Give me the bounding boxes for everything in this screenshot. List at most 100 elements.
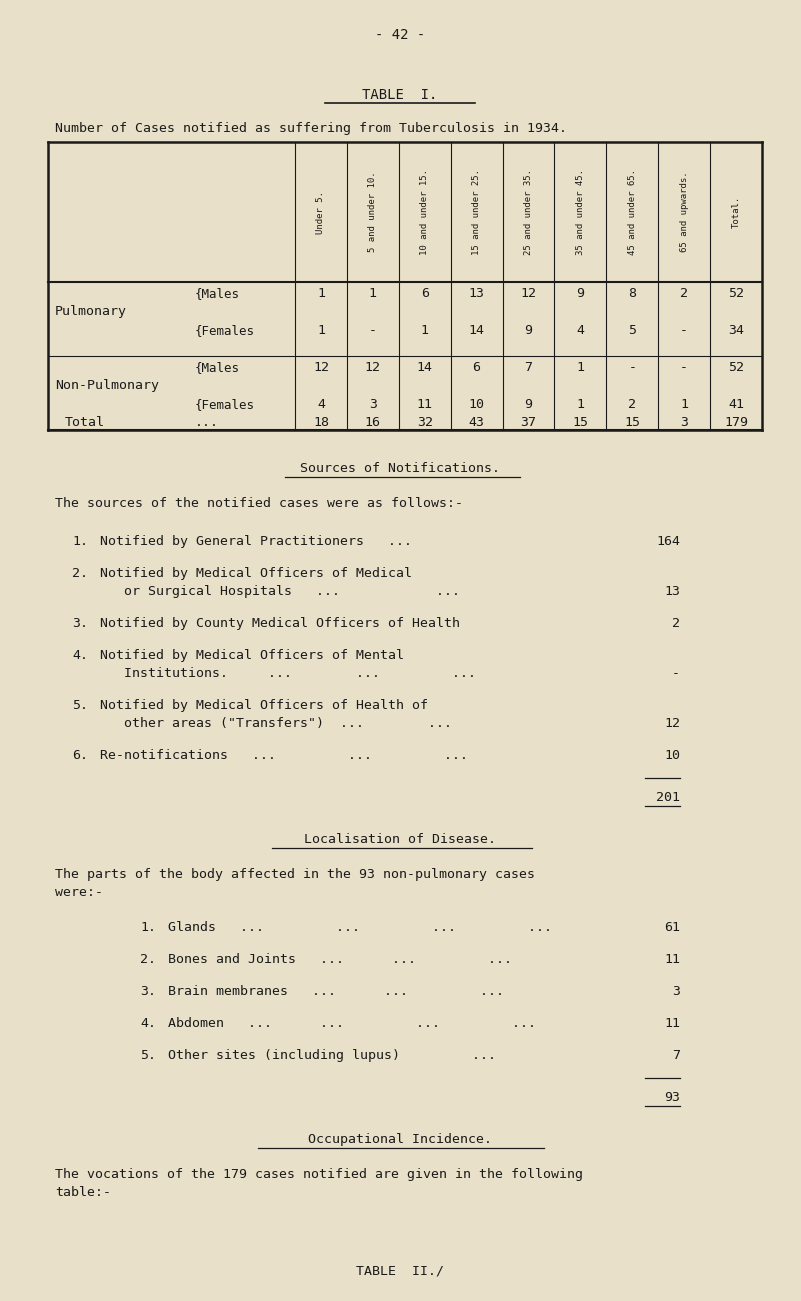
Text: 8: 8: [628, 288, 636, 301]
Text: 1.: 1.: [140, 921, 156, 934]
Text: 6: 6: [473, 360, 481, 373]
Text: 2.: 2.: [140, 954, 156, 967]
Text: Total: Total: [65, 416, 105, 429]
Text: 1: 1: [680, 398, 688, 411]
Text: 179: 179: [724, 416, 748, 429]
Text: ...: ...: [195, 416, 219, 429]
Text: 4.: 4.: [140, 1017, 156, 1030]
Text: 61: 61: [664, 921, 680, 934]
Text: 4.: 4.: [72, 649, 88, 662]
Text: 11: 11: [417, 398, 433, 411]
Text: -: -: [368, 324, 376, 337]
Text: Notified by General Practitioners   ...: Notified by General Practitioners ...: [100, 535, 412, 548]
Text: Notified by Medical Officers of Health of: Notified by Medical Officers of Health o…: [100, 699, 428, 712]
Text: 5 and under 10.: 5 and under 10.: [368, 172, 377, 252]
Text: 41: 41: [728, 398, 744, 411]
Text: Non-Pulmonary: Non-Pulmonary: [55, 380, 159, 393]
Text: 3.: 3.: [72, 617, 88, 630]
Text: 14: 14: [469, 324, 485, 337]
Text: 12: 12: [313, 360, 329, 373]
Text: -: -: [680, 360, 688, 373]
Text: 2: 2: [672, 617, 680, 630]
Text: 34: 34: [728, 324, 744, 337]
Text: 52: 52: [728, 288, 744, 301]
Text: 2.: 2.: [72, 567, 88, 580]
Text: Pulmonary: Pulmonary: [55, 306, 127, 319]
Text: Under 5.: Under 5.: [316, 190, 325, 233]
Text: 10: 10: [664, 749, 680, 762]
Text: -: -: [672, 667, 680, 680]
Text: -: -: [628, 360, 636, 373]
Text: 11: 11: [664, 1017, 680, 1030]
Text: table:-: table:-: [55, 1187, 111, 1200]
Text: Notified by County Medical Officers of Health: Notified by County Medical Officers of H…: [100, 617, 460, 630]
Text: 12: 12: [521, 288, 537, 301]
Text: 15: 15: [573, 416, 589, 429]
Text: Total.: Total.: [731, 196, 741, 228]
Text: {Females: {Females: [195, 398, 255, 411]
Text: TABLE  II./: TABLE II./: [356, 1265, 444, 1278]
Text: {Females: {Females: [195, 324, 255, 337]
Text: other areas ("Transfers")  ...        ...: other areas ("Transfers") ... ...: [100, 717, 452, 730]
Text: 9: 9: [525, 324, 533, 337]
Text: 1.: 1.: [72, 535, 88, 548]
Text: were:-: were:-: [55, 886, 103, 899]
Text: TABLE  I.: TABLE I.: [362, 88, 437, 101]
Text: 3: 3: [672, 985, 680, 998]
Text: 18: 18: [313, 416, 329, 429]
Text: 5: 5: [628, 324, 636, 337]
Text: 37: 37: [521, 416, 537, 429]
Text: Glands   ...         ...         ...         ...: Glands ... ... ... ...: [168, 921, 552, 934]
Text: 15: 15: [624, 416, 640, 429]
Text: 45 and under 65.: 45 and under 65.: [628, 169, 637, 255]
Text: 5.: 5.: [140, 1049, 156, 1062]
Text: 201: 201: [656, 791, 680, 804]
Text: The parts of the body affected in the 93 non-pulmonary cases: The parts of the body affected in the 93…: [55, 868, 535, 881]
Text: 4: 4: [317, 398, 325, 411]
Text: 43: 43: [469, 416, 485, 429]
Text: 4: 4: [577, 324, 585, 337]
Text: Institutions.     ...        ...         ...: Institutions. ... ... ...: [100, 667, 476, 680]
Text: 6.: 6.: [72, 749, 88, 762]
Text: Notified by Medical Officers of Mental: Notified by Medical Officers of Mental: [100, 649, 404, 662]
Text: 164: 164: [656, 535, 680, 548]
Text: 35 and under 45.: 35 and under 45.: [576, 169, 585, 255]
Text: 52: 52: [728, 360, 744, 373]
Text: 7: 7: [525, 360, 533, 373]
Text: The sources of the notified cases were as follows:-: The sources of the notified cases were a…: [55, 497, 463, 510]
Text: 1: 1: [421, 324, 429, 337]
Text: 1: 1: [317, 324, 325, 337]
Text: 16: 16: [364, 416, 380, 429]
Text: Re-notifications   ...         ...         ...: Re-notifications ... ... ...: [100, 749, 468, 762]
Text: 25 and under 35.: 25 and under 35.: [524, 169, 533, 255]
Text: 15 and under 25.: 15 and under 25.: [472, 169, 481, 255]
Text: 14: 14: [417, 360, 433, 373]
Text: Other sites (including lupus)         ...: Other sites (including lupus) ...: [168, 1049, 496, 1062]
Text: 1: 1: [577, 398, 585, 411]
Text: 10: 10: [469, 398, 485, 411]
Text: 3: 3: [368, 398, 376, 411]
Text: {Males: {Males: [195, 360, 240, 373]
Text: 3: 3: [680, 416, 688, 429]
Text: -: -: [680, 324, 688, 337]
Text: Occupational Incidence.: Occupational Incidence.: [308, 1133, 492, 1146]
Text: 6: 6: [421, 288, 429, 301]
Text: 2: 2: [680, 288, 688, 301]
Text: 13: 13: [664, 585, 680, 598]
Text: - 42 -: - 42 -: [375, 29, 425, 42]
Text: Localisation of Disease.: Localisation of Disease.: [304, 833, 496, 846]
Text: 5.: 5.: [72, 699, 88, 712]
Text: 12: 12: [664, 717, 680, 730]
Text: 1: 1: [577, 360, 585, 373]
Text: 11: 11: [664, 954, 680, 967]
Text: {Males: {Males: [195, 288, 240, 301]
Text: 9: 9: [577, 288, 585, 301]
Text: Brain membranes   ...      ...         ...: Brain membranes ... ... ...: [168, 985, 504, 998]
Text: 13: 13: [469, 288, 485, 301]
Text: 93: 93: [664, 1092, 680, 1105]
Text: Sources of Notifications.: Sources of Notifications.: [300, 462, 500, 475]
Text: Notified by Medical Officers of Medical: Notified by Medical Officers of Medical: [100, 567, 412, 580]
Text: Bones and Joints   ...      ...         ...: Bones and Joints ... ... ...: [168, 954, 512, 967]
Text: 12: 12: [364, 360, 380, 373]
Text: 2: 2: [628, 398, 636, 411]
